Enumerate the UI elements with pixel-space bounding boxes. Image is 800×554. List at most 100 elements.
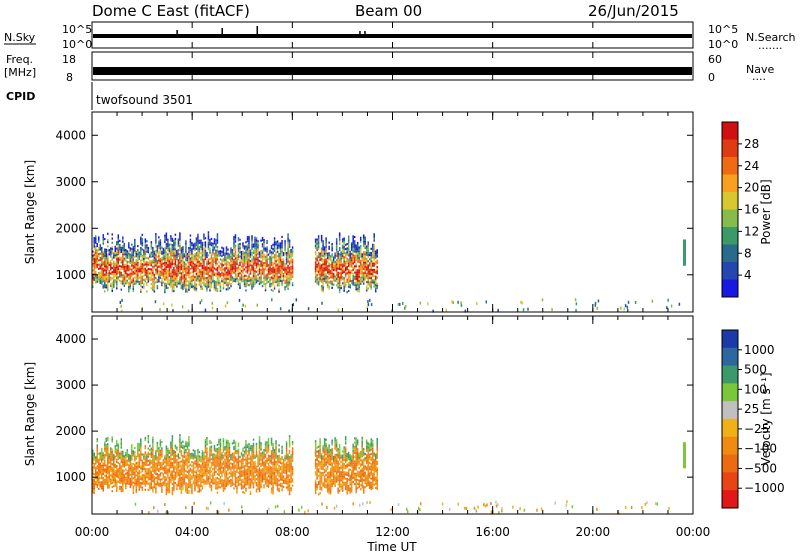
- echo-cell: [270, 259, 273, 262]
- echo-cell: [114, 472, 117, 475]
- echo-cell: [192, 453, 195, 456]
- echo-cell: [340, 251, 342, 254]
- echo-cell: [117, 453, 120, 456]
- echo-cell: [147, 280, 150, 283]
- echo-cell: [288, 279, 291, 282]
- echo-cell: [258, 272, 261, 275]
- echo-cell: [96, 444, 99, 447]
- echo-cell: [155, 249, 157, 252]
- echo-cell: [117, 267, 120, 271]
- echo-cell: [219, 478, 222, 481]
- echo-cell: [174, 260, 177, 264]
- echo-cell: [291, 261, 294, 264]
- echo-cell: [215, 243, 217, 246]
- echo-cell: [128, 284, 130, 287]
- echo-cell: [212, 453, 214, 456]
- echo-cell: [195, 254, 198, 257]
- echo-cell: [203, 482, 205, 485]
- echo-cell: [111, 471, 114, 474]
- echo-cell: [285, 270, 288, 273]
- echo-cell: [213, 238, 216, 241]
- echo-cell: [329, 255, 332, 258]
- echo-cell: [110, 482, 112, 485]
- echo-cell: [164, 482, 166, 485]
- echo-cell: [204, 279, 207, 282]
- echo-cell: [207, 241, 210, 244]
- echo-cell: [170, 474, 172, 477]
- power-colorbar-segment: [722, 227, 738, 245]
- echo-cell: [204, 256, 207, 259]
- echo-cell: [218, 471, 220, 474]
- echo-cell: [135, 271, 138, 274]
- echo-cell: [180, 485, 183, 488]
- echo-cell: [170, 464, 172, 467]
- echo-cell: [269, 258, 271, 261]
- echo-cell: [279, 267, 282, 270]
- echo-cell: [149, 463, 151, 466]
- echo-cell: [314, 242, 317, 245]
- echo-cell: [153, 465, 156, 468]
- echo-cell: [195, 243, 198, 246]
- echo-cell: [99, 258, 102, 261]
- echo-cell: [219, 438, 222, 441]
- echo-cell: [234, 450, 237, 453]
- echo-cell: [152, 269, 154, 272]
- echo-cell: [173, 458, 175, 461]
- echo-cell: [123, 265, 126, 269]
- echo-cell: [128, 242, 130, 245]
- echo-cell: [218, 284, 220, 287]
- echo-cell: [203, 250, 205, 253]
- echo-cell: [203, 283, 205, 286]
- echo-cell: [173, 480, 175, 483]
- echo-cell: [260, 254, 262, 257]
- echo-cell: [322, 248, 324, 251]
- echo-cell: [134, 280, 136, 283]
- echo-cell: [222, 467, 225, 470]
- echo-cell: [174, 237, 177, 240]
- echo-cell: [240, 278, 243, 281]
- echo-cell: [227, 477, 229, 480]
- echo-cell: [155, 489, 157, 492]
- echo-cell: [194, 248, 196, 251]
- echo-cell: [260, 271, 262, 274]
- echo-cell: [257, 252, 259, 255]
- echo-cell: [200, 256, 202, 259]
- echo-cell: [347, 279, 350, 282]
- echo-cell: [179, 450, 181, 453]
- echo-cell: [192, 266, 195, 269]
- echo-cell: [195, 258, 198, 261]
- echo-cell: [197, 459, 199, 462]
- echo-cell: [92, 455, 94, 459]
- echo-cell: [234, 456, 237, 459]
- echo-cell: [170, 476, 172, 479]
- echo-cell: [117, 261, 120, 264]
- echo-cell: [272, 264, 274, 267]
- echo-cell: [170, 264, 172, 267]
- echo-cell: [216, 262, 219, 265]
- echo-cell: [337, 267, 339, 270]
- echo-cell: [188, 448, 190, 451]
- echo-cell: [355, 248, 357, 251]
- echo-cell: [362, 263, 365, 266]
- echo-cell: [107, 249, 109, 252]
- echo-cell: [219, 275, 222, 278]
- echo-cell: [131, 256, 133, 259]
- echo-cell: [101, 452, 103, 455]
- echo-cell: [323, 279, 326, 282]
- echo-cell: [183, 280, 186, 283]
- echo-cell: [203, 237, 205, 240]
- echo-cell: [201, 456, 204, 459]
- echo-cell: [189, 473, 192, 476]
- echo-cell: [117, 238, 120, 241]
- power-colorbar-tick-label: 16: [744, 203, 759, 217]
- echo-cell: [207, 262, 210, 265]
- echo-cell: [236, 462, 238, 465]
- echo-cell: [317, 256, 320, 259]
- echo-cell: [158, 453, 160, 456]
- echo-cell: [180, 251, 183, 254]
- echo-cell: [221, 472, 223, 475]
- echo-cell: [162, 473, 165, 476]
- echo-cell: [264, 278, 267, 281]
- echo-cell: [104, 279, 106, 282]
- echo-cell: [497, 308, 499, 312]
